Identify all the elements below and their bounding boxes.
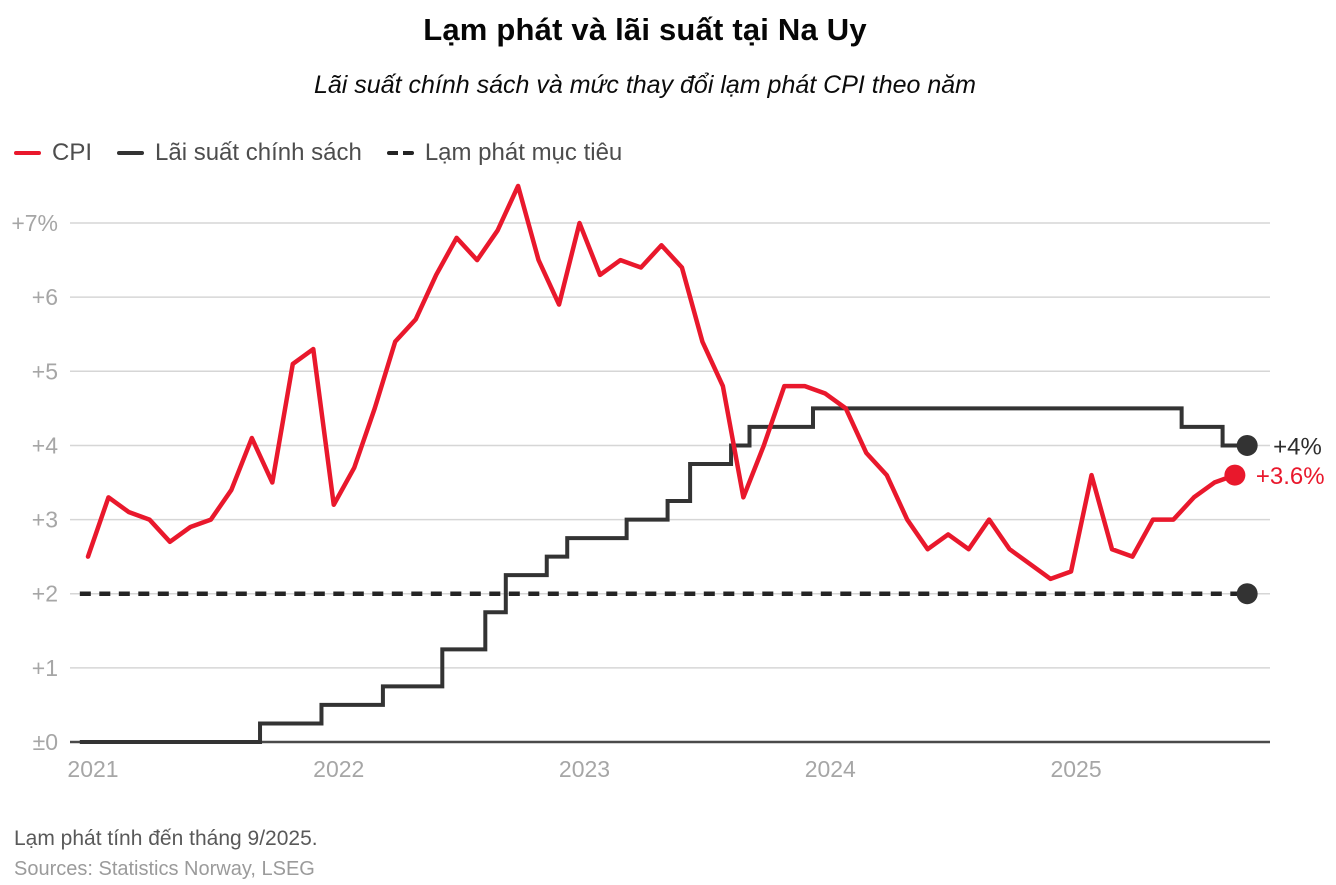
y-tick-label: +5 xyxy=(32,358,58,384)
y-tick-label: +3 xyxy=(32,507,58,533)
y-tick-label: +1 xyxy=(32,655,58,681)
policy-rate-end-label: +4% xyxy=(1273,433,1322,460)
target-line-swatch-icon xyxy=(386,151,414,155)
legend-item-cpi: CPI xyxy=(14,139,92,167)
sources-line: Sources: Statistics Norway, LSEG xyxy=(14,858,315,880)
page-title: Lạm phát và lãi suất tại Na Uy xyxy=(423,12,867,47)
legend-item-inflation-target: Lạm phát mục tiêu xyxy=(386,139,623,167)
legend: CPI Lãi suất chính sách Lạm phát mục tiê… xyxy=(14,139,622,167)
policy-rate-end-dot xyxy=(1236,434,1258,456)
legend-label-policy-rate: Lãi suất chính sách xyxy=(155,139,362,166)
y-tick-label: +4 xyxy=(32,432,58,458)
y-tick-label: +6 xyxy=(32,284,58,310)
policy-rate-line xyxy=(79,406,1248,744)
x-tick-label: 2024 xyxy=(805,756,856,782)
cpi-line-swatch-icon xyxy=(14,151,41,155)
x-tick-label: 2025 xyxy=(1050,756,1101,782)
y-tick-label: +7% xyxy=(11,210,58,236)
cpi-end-label: +3.6% xyxy=(1256,463,1325,490)
chart-subtitle: Lãi suất chính sách và mức thay đổi lạm … xyxy=(313,71,977,99)
x-tick-label: 2021 xyxy=(67,756,118,782)
cpi-end-dot xyxy=(1224,464,1246,486)
x-tick-label: 2022 xyxy=(313,756,364,782)
target-end-dot xyxy=(1236,583,1258,605)
cpi-line xyxy=(85,183,1238,582)
chart-svg: +7% +6 +5 +4 +3 +2 +1 ±0 2021 2022 2023 2024 2025 +4%… xyxy=(11,183,1325,782)
legend-label-inflation-target: Lạm phát mục tiêu xyxy=(424,139,623,166)
legend-label-cpi: CPI xyxy=(52,139,93,166)
footnote: Lạm phát tính đến tháng 9/2025. xyxy=(14,827,318,850)
legend-item-policy-rate: Lãi suất chính sách xyxy=(117,139,362,167)
policy-line-swatch-icon xyxy=(117,151,145,155)
y-tick-label: +2 xyxy=(32,581,58,607)
y-tick-label: ±0 xyxy=(33,729,58,755)
x-tick-label: 2023 xyxy=(559,756,610,782)
